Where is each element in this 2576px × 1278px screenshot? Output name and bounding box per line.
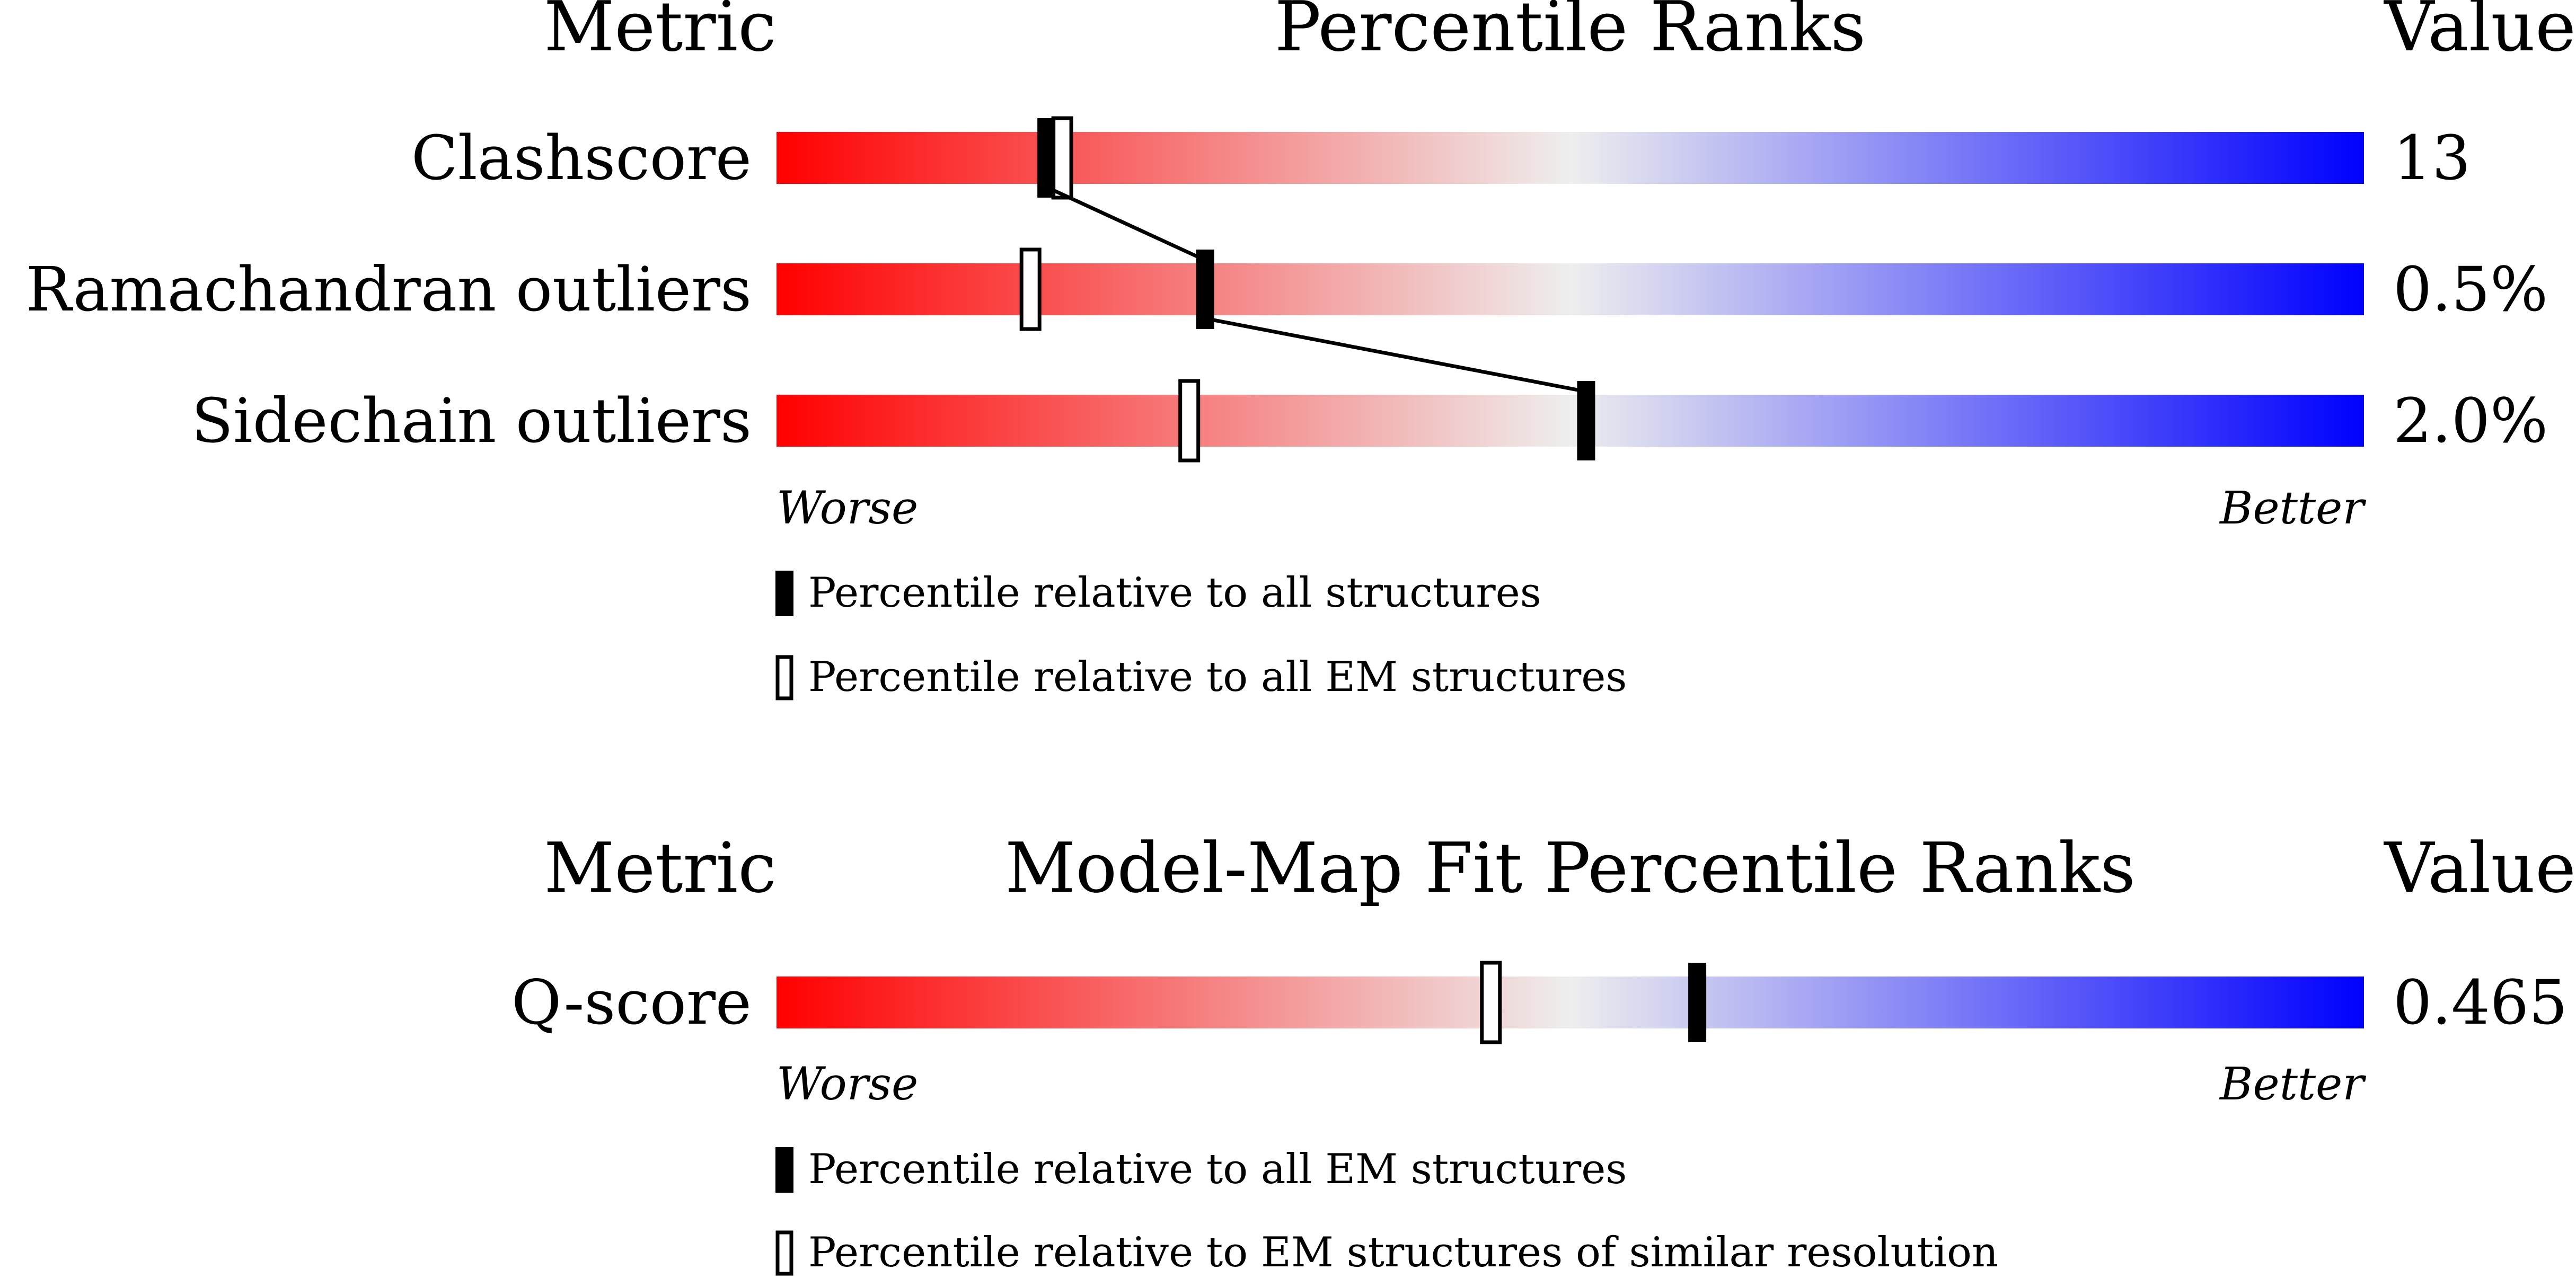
chart-1-row-3-metric-label: Sidechain outliers bbox=[191, 386, 752, 457]
chart-1-better-label: Better bbox=[2219, 482, 2366, 535]
chart-2-worse-label: Worse bbox=[777, 1058, 918, 1111]
chart-2-row-1-metric-label: Q-score bbox=[511, 968, 752, 1039]
chart-1-row-3-value: 2.0% bbox=[2393, 386, 2548, 457]
chart-1-row-3-filled-marker bbox=[1577, 381, 1595, 460]
chart-2-legend-2-label: Percentile relative to EM structures of … bbox=[808, 1229, 1998, 1276]
chart-1-metric-header: Metric bbox=[544, 0, 777, 67]
chart-1-row-2-metric-label: Ramachandran outliers bbox=[26, 254, 752, 325]
chart-2-row-1-filled-marker bbox=[1688, 963, 1707, 1042]
chart-1-row-1-gradient-bar bbox=[777, 132, 2364, 184]
chart-1-connector-1 bbox=[1045, 185, 1206, 262]
chart-1-title: Percentile Ranks bbox=[1275, 0, 1866, 67]
chart-1-legend-1-filled-swatch bbox=[775, 571, 793, 616]
chart-2-legend-1-filled-swatch bbox=[775, 1147, 793, 1193]
chart-1-row-2-hollow-marker bbox=[1019, 247, 1042, 331]
chart-1-row-1-metric-label: Clashscore bbox=[411, 123, 752, 194]
chart-1-row-1-value: 13 bbox=[2393, 123, 2471, 194]
chart-1-legend-2-label: Percentile relative to all EM structures bbox=[808, 653, 1627, 701]
chart-2-title: Model-Map Fit Percentile Ranks bbox=[1005, 828, 2136, 908]
chart-2-row-1-hollow-marker bbox=[1480, 961, 1502, 1044]
chart-1-connector-2 bbox=[1204, 316, 1587, 394]
chart-2-value-header: Value bbox=[2383, 828, 2576, 908]
chart-1-row-3-hollow-marker bbox=[1178, 379, 1201, 463]
chart-2-row-1-gradient-bar bbox=[777, 977, 2364, 1028]
chart-2-legend-2-hollow-swatch bbox=[775, 1230, 793, 1276]
chart-1-legend-1-label: Percentile relative to all structures bbox=[808, 569, 1541, 617]
chart-1-row-2-filled-marker bbox=[1196, 250, 1214, 329]
chart-2-better-label: Better bbox=[2219, 1058, 2366, 1111]
chart-1-worse-label: Worse bbox=[777, 482, 918, 535]
chart-2-row-1-value: 0.465 bbox=[2393, 968, 2568, 1039]
chart-1-value-header: Value bbox=[2383, 0, 2576, 67]
chart-1-row-2-gradient-bar bbox=[777, 263, 2364, 315]
chart-2-legend-1-label: Percentile relative to all EM structures bbox=[808, 1146, 1627, 1193]
chart-1-legend-2-hollow-swatch bbox=[775, 655, 793, 700]
chart-1-row-1-hollow-marker bbox=[1051, 116, 1073, 200]
chart-1-row-1-filled-marker bbox=[1037, 118, 1056, 198]
chart-1-row-3-gradient-bar bbox=[777, 395, 2364, 447]
chart-2-metric-header: Metric bbox=[544, 828, 777, 908]
chart-1-row-2-value: 0.5% bbox=[2393, 254, 2548, 325]
